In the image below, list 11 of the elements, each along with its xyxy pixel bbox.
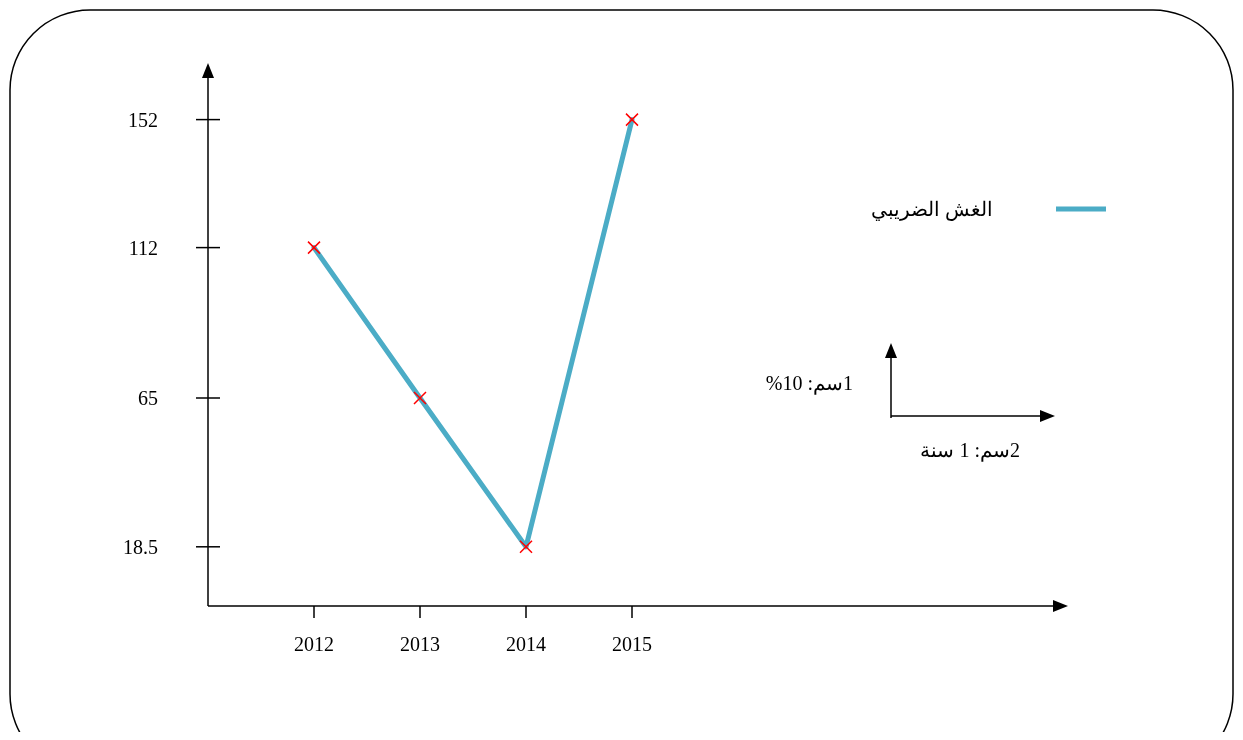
- x-tick-label: 2014: [506, 633, 546, 655]
- x-tick-label: 2015: [612, 633, 652, 655]
- y-tick-label: 18.5: [123, 535, 158, 558]
- text: 1سم: 10%: [765, 372, 853, 395]
- x-tick-label: 2012: [294, 633, 334, 655]
- y-tick-label: 65: [138, 387, 158, 409]
- x-tick-label: 2013: [400, 633, 440, 655]
- text: 2سم: 1 سنة: [920, 439, 1020, 462]
- y-tick-label: 112: [128, 236, 158, 259]
- y-tick-label: 152: [128, 108, 158, 131]
- text: الغش الضريبي: [871, 198, 993, 221]
